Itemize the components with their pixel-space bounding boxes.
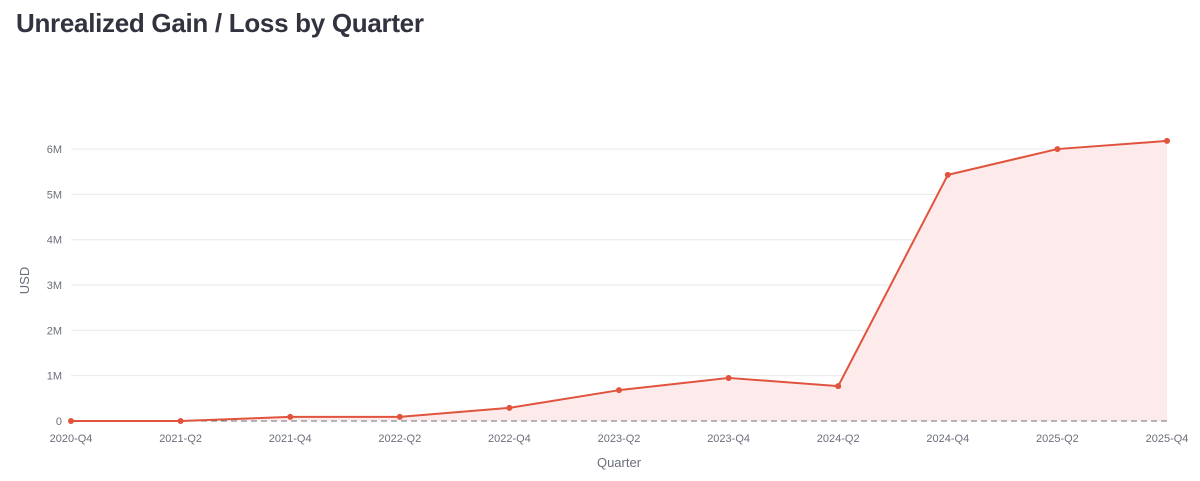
y-tick-label: 1M xyxy=(47,371,62,383)
data-point xyxy=(68,418,74,424)
x-tick-label: 2024-Q2 xyxy=(817,433,860,445)
x-axis-title: Quarter xyxy=(597,455,642,470)
x-tick-label: 2024-Q4 xyxy=(926,433,969,445)
data-point xyxy=(944,171,951,178)
data-point xyxy=(396,413,403,420)
x-tick-label: 2022-Q4 xyxy=(488,433,531,445)
data-point xyxy=(1164,137,1170,144)
y-tick-label: 2M xyxy=(47,325,62,337)
y-tick-label: 3M xyxy=(47,280,62,292)
data-point xyxy=(177,418,184,424)
data-point xyxy=(725,374,732,381)
y-axis-title: USD xyxy=(17,267,32,294)
data-point xyxy=(616,387,622,394)
x-tick-label: 2022-Q2 xyxy=(378,433,421,445)
data-point xyxy=(1054,146,1061,153)
x-tick-label: 2021-Q2 xyxy=(159,433,202,445)
page-title: Unrealized Gain / Loss by Quarter xyxy=(16,8,424,38)
y-tick-label: 0 xyxy=(56,416,62,428)
data-point xyxy=(506,404,513,411)
data-points xyxy=(68,137,1170,424)
y-tick-label: 4M xyxy=(47,235,62,247)
x-tick-label: 2020-Q4 xyxy=(50,433,93,445)
data-point xyxy=(835,383,842,390)
x-tick-label: 2023-Q4 xyxy=(707,433,750,445)
y-tick-label: 5M xyxy=(47,189,62,201)
area-fill xyxy=(71,140,1167,421)
y-axis-ticks: 0 1M 2M 3M 4M 5M 6M xyxy=(47,144,62,428)
x-tick-label: 2025-Q4 xyxy=(1146,433,1189,445)
data-point xyxy=(287,413,294,420)
x-tick-label: 2021-Q4 xyxy=(269,433,312,445)
x-tick-label: 2023-Q2 xyxy=(598,433,641,445)
y-tick-label: 6M xyxy=(47,144,62,156)
x-tick-label: 2025-Q2 xyxy=(1036,433,1079,445)
grid-lines xyxy=(71,148,1167,377)
x-axis-ticks: 2020-Q4 2021-Q2 2021-Q4 2022-Q2 2022-Q4 2023-… xyxy=(50,433,1189,445)
